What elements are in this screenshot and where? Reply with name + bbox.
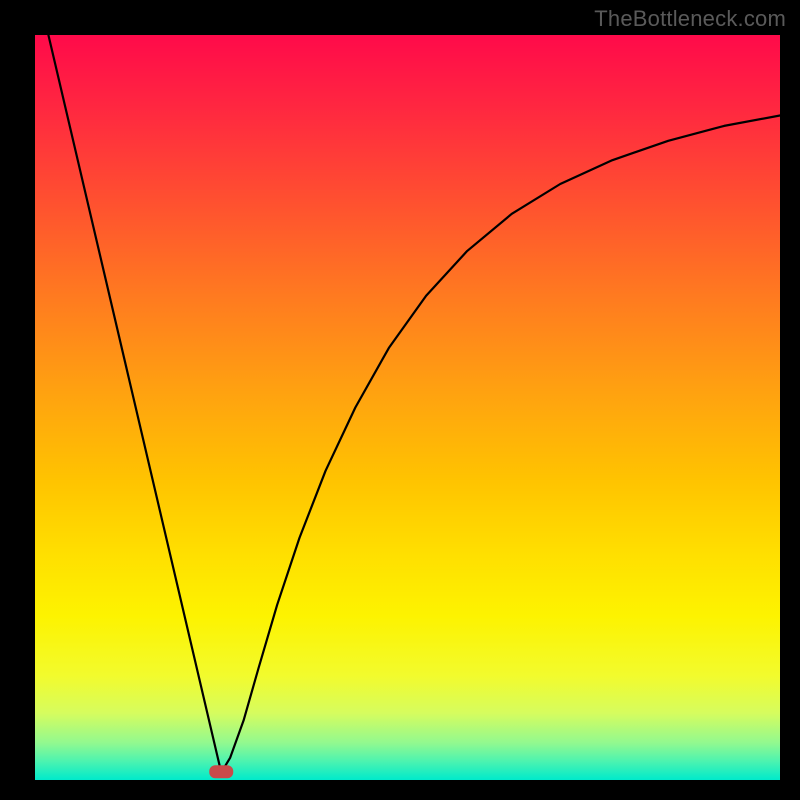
- chart-frame: TheBottleneck.com: [0, 0, 800, 800]
- watermark-text: TheBottleneck.com: [594, 6, 786, 32]
- chart-svg: [35, 35, 780, 780]
- gradient-background: [35, 35, 780, 780]
- min-marker: [209, 765, 233, 778]
- plot-area: [35, 35, 780, 780]
